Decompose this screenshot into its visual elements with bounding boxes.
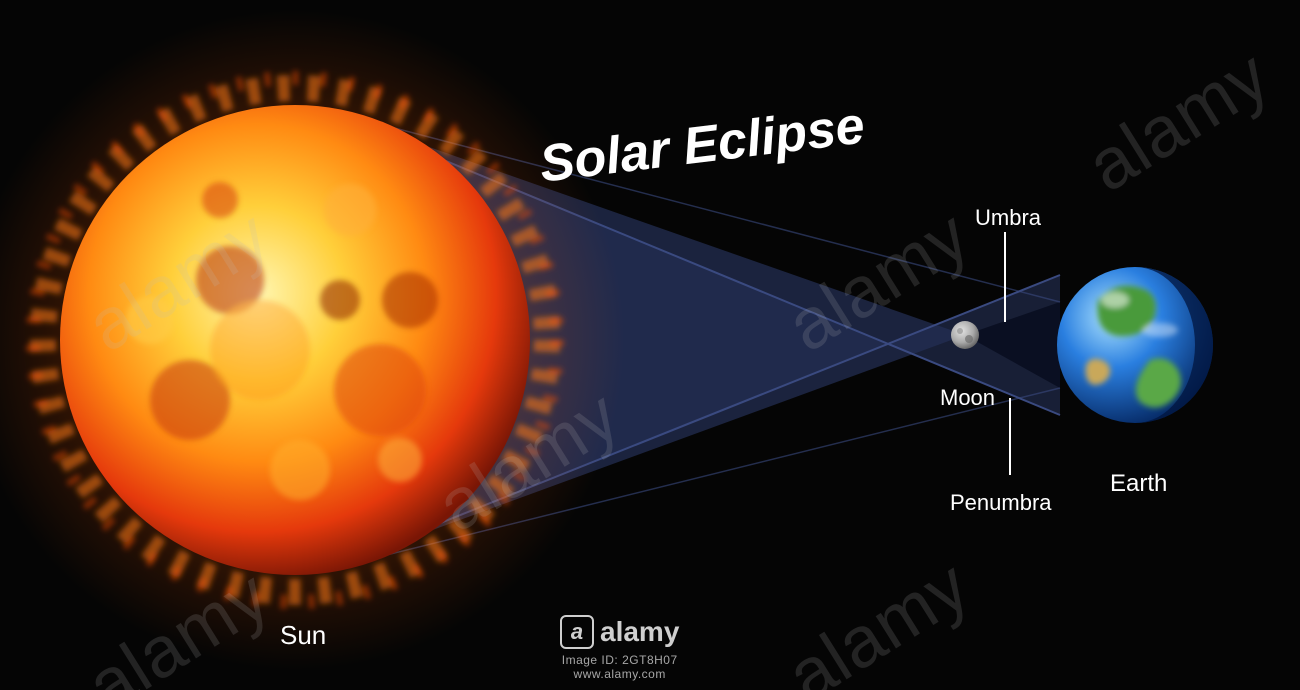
diagram-stage: Solar Eclipse Sun Moon Earth Umbra Penum… (0, 0, 1300, 690)
sun-label: Sun (280, 620, 326, 651)
watermark-id-text: Image ID: 2GT8H07 www.alamy.com (560, 653, 679, 681)
moon-body (951, 321, 979, 349)
alamy-a-icon: a (560, 615, 594, 649)
shadow-cones (0, 0, 1300, 690)
penumbra-label: Penumbra (950, 490, 1052, 516)
watermark-logo-text: alamy (600, 616, 679, 648)
watermark-logo-block: a alamy Image ID: 2GT8H07 www.alamy.com (560, 615, 679, 681)
earth-label: Earth (1110, 470, 1167, 498)
umbra-label: Umbra (975, 205, 1041, 231)
moon-label: Moon (940, 385, 995, 411)
